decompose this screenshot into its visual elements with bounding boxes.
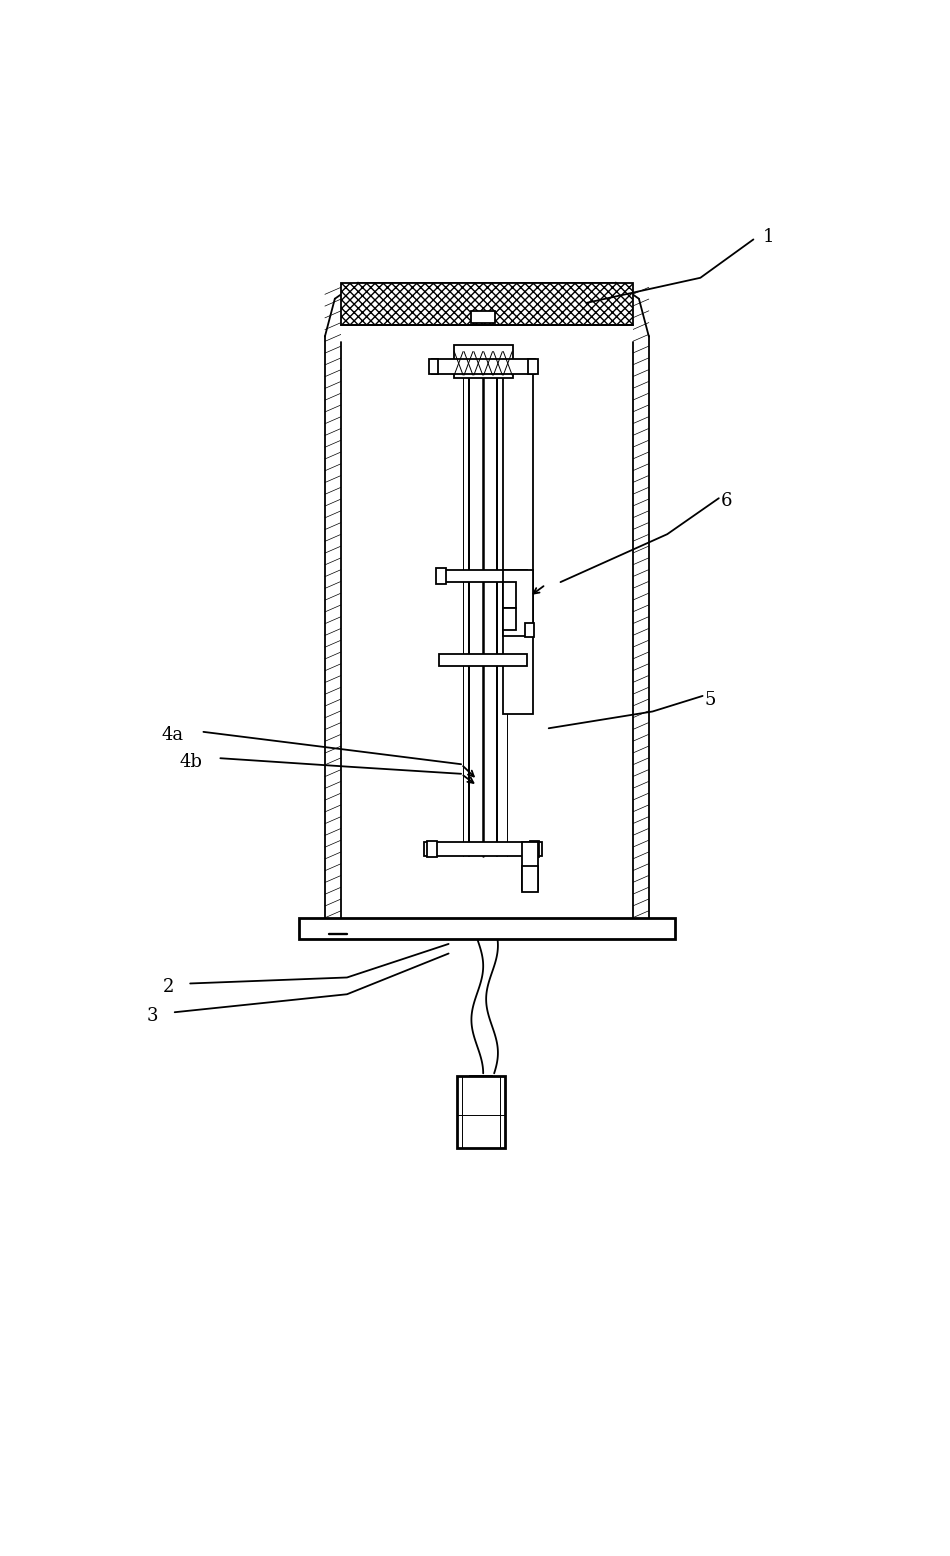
Bar (439, 569, 527, 582)
Bar (431, 359, 535, 373)
Bar (525, 622, 534, 638)
Bar (522, 842, 539, 890)
Text: 3: 3 (146, 1007, 159, 1025)
Bar (529, 842, 540, 857)
Bar (454, 345, 513, 378)
Bar (504, 582, 517, 608)
Bar (299, 918, 675, 940)
Bar (471, 311, 495, 324)
Bar (504, 370, 533, 714)
Text: 1: 1 (763, 229, 774, 246)
Bar (504, 608, 517, 630)
Text: 6: 6 (721, 492, 732, 510)
Bar (428, 842, 437, 857)
Bar (528, 358, 538, 375)
Text: 4b: 4b (180, 753, 202, 770)
Bar (522, 867, 539, 893)
Bar (504, 569, 533, 636)
Text: 4a: 4a (162, 727, 183, 744)
Bar (439, 654, 527, 666)
Bar (428, 358, 438, 375)
Bar (341, 283, 633, 325)
Text: 2: 2 (163, 979, 174, 996)
Bar (436, 568, 446, 584)
Bar (457, 1075, 504, 1148)
Bar (341, 283, 633, 929)
Bar (425, 842, 542, 856)
Text: 5: 5 (705, 691, 716, 708)
Bar (470, 1075, 492, 1106)
